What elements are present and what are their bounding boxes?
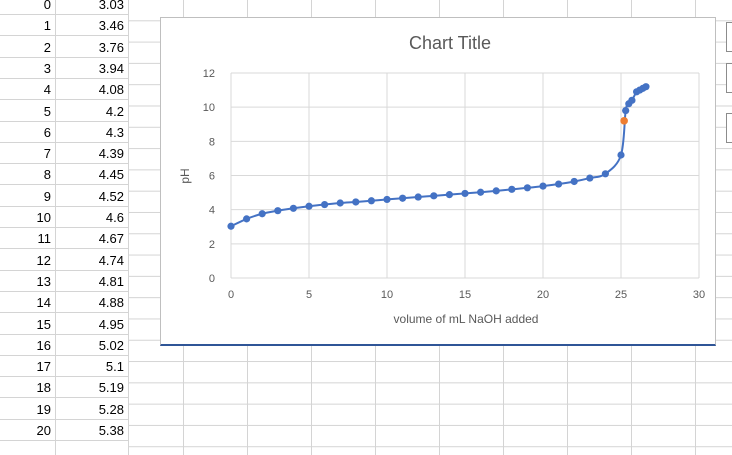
data-point xyxy=(430,192,438,200)
y-tick-label: 12 xyxy=(203,68,215,80)
cell-b[interactable]: 5.38 xyxy=(56,420,128,441)
data-point xyxy=(523,184,531,192)
cell-b[interactable]: 4.52 xyxy=(56,186,128,207)
data-point xyxy=(383,195,391,204)
cell-b[interactable]: 4.81 xyxy=(56,271,128,292)
x-axis-label: volume of mL NaOH added xyxy=(394,312,539,326)
y-tick-label: 4 xyxy=(209,205,215,217)
cell-a[interactable]: 13 xyxy=(0,271,55,292)
cell-b[interactable]: 5.28 xyxy=(56,399,128,420)
cell-b[interactable]: 4.39 xyxy=(56,143,128,165)
y-axis-label: pH xyxy=(178,168,192,183)
data-point xyxy=(586,174,594,182)
data-point xyxy=(414,193,422,201)
pane-handle-middle[interactable] xyxy=(726,63,732,93)
chart-svg: Chart Title 0 2 4 6 8 10 12 0 5 10 15 20 25 30 volume o… xyxy=(178,33,705,326)
cell-b[interactable]: 4.08 xyxy=(56,79,128,101)
cell-a[interactable]: 19 xyxy=(0,399,55,420)
cell-a[interactable]: 10 xyxy=(0,207,55,228)
cell-b[interactable]: 4.6 xyxy=(56,207,128,228)
pane-handle-bottom[interactable] xyxy=(726,113,732,143)
data-point xyxy=(570,177,578,186)
x-tick-label: 10 xyxy=(381,289,393,301)
y-tick-label: 10 xyxy=(203,102,215,114)
data-point xyxy=(243,215,251,223)
highlight-point xyxy=(620,117,628,125)
cell-a[interactable]: 9 xyxy=(0,186,55,207)
cell-a[interactable]: 4 xyxy=(0,79,55,101)
cell-b[interactable]: 4.67 xyxy=(56,228,128,250)
data-point xyxy=(321,200,329,209)
cell-a[interactable]: 15 xyxy=(0,314,55,335)
data-point xyxy=(289,204,297,212)
cell-a[interactable]: 14 xyxy=(0,292,55,314)
data-point xyxy=(352,198,360,206)
data-point xyxy=(305,202,313,210)
y-tick-label: 8 xyxy=(209,136,215,148)
cell-b[interactable]: 4.45 xyxy=(56,164,128,186)
cell-a[interactable]: 3 xyxy=(0,58,55,79)
data-point xyxy=(617,151,625,159)
cell-a[interactable]: 11 xyxy=(0,228,55,250)
cell-b[interactable]: 3.46 xyxy=(56,15,128,37)
cell-b[interactable]: 3.03 xyxy=(56,0,128,15)
cell-b[interactable]: 5.19 xyxy=(56,377,128,399)
cell-b[interactable]: 5.02 xyxy=(56,335,128,356)
x-tick-label: 30 xyxy=(693,289,705,301)
cell-a[interactable]: 8 xyxy=(0,164,55,186)
data-point xyxy=(622,106,630,115)
data-point xyxy=(508,185,516,193)
cell-a[interactable]: 5 xyxy=(0,101,55,122)
cell-b[interactable]: 4.88 xyxy=(56,292,128,314)
data-point xyxy=(555,180,563,188)
cell-a[interactable]: 16 xyxy=(0,335,55,356)
data-point xyxy=(227,222,235,230)
data-point xyxy=(539,182,547,190)
data-point xyxy=(642,83,650,91)
cell-b[interactable]: 4.95 xyxy=(56,314,128,335)
data-point xyxy=(445,191,453,199)
data-point xyxy=(461,189,469,198)
cell-b[interactable]: 4.3 xyxy=(56,122,128,143)
cell-a[interactable]: 2 xyxy=(0,37,55,58)
cell-a[interactable]: 7 xyxy=(0,143,55,165)
cell-b[interactable]: 4.2 xyxy=(56,101,128,122)
cell-b[interactable]: 5.1 xyxy=(56,356,128,378)
chart[interactable]: Chart Title 0 2 4 6 8 10 12 0 5 10 15 20 25 30 volume o… xyxy=(160,17,716,346)
cell-b[interactable]: 3.76 xyxy=(56,37,128,58)
x-tick-label: 25 xyxy=(615,289,627,301)
x-tick-label: 0 xyxy=(228,289,234,301)
data-point xyxy=(628,96,636,104)
x-tick-label: 15 xyxy=(459,289,471,301)
cell-a[interactable]: 12 xyxy=(0,250,55,271)
data-point xyxy=(258,210,266,218)
y-tick-label: 6 xyxy=(209,171,215,183)
y-tick-label: 2 xyxy=(209,239,215,251)
chart-title: Chart Title xyxy=(409,33,491,53)
y-tick-label: 0 xyxy=(209,273,215,285)
cell-a[interactable]: 6 xyxy=(0,122,55,143)
cell-b[interactable]: 4.74 xyxy=(56,250,128,271)
data-point xyxy=(399,194,407,202)
data-point xyxy=(492,187,500,195)
pane-handle-top[interactable] xyxy=(726,22,732,52)
cell-b[interactable]: 3.94 xyxy=(56,58,128,79)
cell-a[interactable]: 1 xyxy=(0,15,55,37)
data-point xyxy=(274,207,282,215)
cell-a[interactable]: 20 xyxy=(0,420,55,441)
data-point xyxy=(367,197,375,205)
cell-a[interactable]: 0 xyxy=(0,0,55,15)
cell-a[interactable]: 17 xyxy=(0,356,55,378)
x-tick-label: 5 xyxy=(306,289,312,301)
data-point xyxy=(477,188,485,196)
x-tick-label: 20 xyxy=(537,289,549,301)
cell-a[interactable]: 18 xyxy=(0,377,55,399)
data-point xyxy=(601,170,609,178)
data-point xyxy=(336,199,344,207)
